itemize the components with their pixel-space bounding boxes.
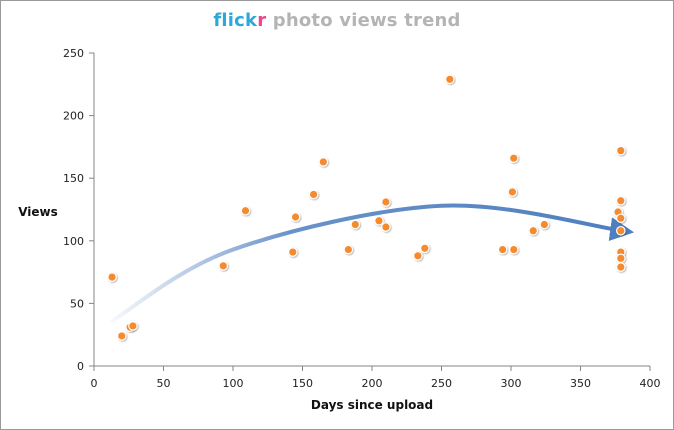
y-tick-label: 200 [63,110,84,123]
x-axis-label: Days since upload [311,398,433,412]
chart-title: flickr photo views trend [0,10,674,31]
x-tick-label: 200 [362,377,383,390]
x-tick-label: 300 [501,377,522,390]
data-point [374,215,384,226]
data-point [616,225,626,236]
brand-flick: flick [213,10,258,31]
data-point [497,244,508,255]
data-point [287,247,298,257]
x-tick-label: 250 [431,377,452,390]
data-point [413,251,423,261]
data-point [350,219,361,230]
data-point [107,272,117,282]
data-point [616,213,626,224]
data-point [616,262,626,272]
data-point [381,197,391,207]
y-tick-label: 250 [63,47,84,60]
data-point [528,225,539,236]
data-point [508,153,519,163]
data-point [507,187,518,197]
x-tick-label: 0 [91,377,98,390]
x-tick-label: 150 [292,377,313,390]
data-point [616,195,626,206]
data-point [508,244,519,255]
data-point [117,331,127,341]
data-point [218,261,229,271]
trend-arrow [110,203,635,323]
y-tick-label: 150 [63,172,84,185]
data-point [308,189,319,200]
data-point [343,244,354,255]
brand-r: r [257,10,267,31]
y-tick-label: 100 [63,235,84,248]
data-point [539,219,550,230]
data-point [616,253,626,264]
data-point [445,74,455,85]
title-rest: photo views trend [272,10,461,31]
data-point [318,157,329,167]
x-tick-label: 350 [570,377,591,390]
data-point [381,222,391,232]
data-point [290,212,301,222]
x-tick-label: 100 [223,377,244,390]
data-point [240,205,251,216]
y-tick-label: 50 [70,297,84,310]
y-tick-label: 0 [77,360,84,373]
y-axis-label: Views [18,205,58,219]
data-point [128,321,138,331]
data-point [616,145,626,156]
x-tick-label: 50 [157,377,171,390]
data-point [420,243,430,254]
x-tick-label: 400 [640,377,661,390]
